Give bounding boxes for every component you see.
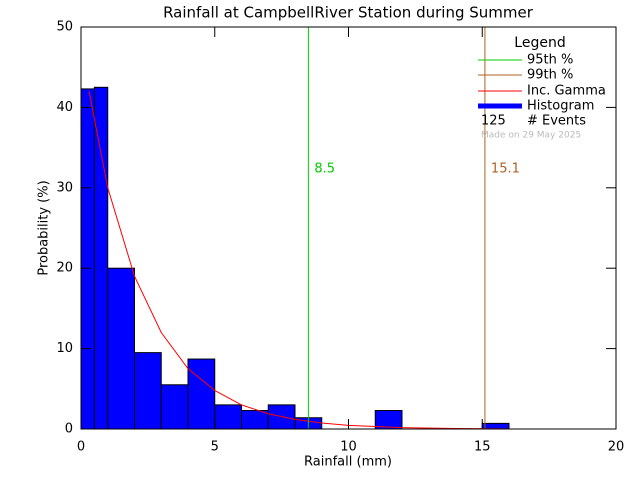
histogram-bar [80, 88, 95, 430]
y-tick-label: 10 [56, 341, 73, 356]
credit-note: Made on 29 May 2025 [481, 131, 581, 141]
y-axis-label: Probability (%) [37, 180, 52, 275]
y-tick-label: 40 [56, 100, 73, 115]
gamma-curve [88, 91, 510, 430]
histogram-bar [160, 384, 189, 430]
histogram-bar [93, 86, 109, 430]
chart-title: Rainfall at CampbellRiver Station during… [163, 4, 534, 22]
x-tick-label: 10 [340, 440, 357, 455]
histogram-bar [214, 404, 242, 430]
legend-title: Legend [514, 35, 565, 51]
x-tick-label: 15 [474, 440, 491, 455]
histogram-bar [481, 422, 510, 430]
histogram-bar [241, 410, 269, 430]
percentile-label: 15.1 [491, 162, 520, 177]
y-tick-label: 30 [56, 180, 73, 195]
percentile-label: 8.5 [314, 162, 335, 177]
legend-label: Histogram [527, 99, 594, 114]
y-tick-label: 20 [56, 261, 73, 276]
histogram-bar [187, 358, 216, 430]
histogram-bar [107, 267, 135, 430]
event-count: 125 [481, 114, 506, 129]
legend-label: 99th % [527, 68, 573, 83]
legend-label: 95th % [527, 53, 573, 68]
x-tick-label: 20 [608, 440, 625, 455]
x-tick-label: 5 [211, 440, 219, 455]
y-tick-label: 0 [65, 422, 73, 437]
x-axis-label: Rainfall (mm) [304, 455, 392, 470]
x-tick-label: 0 [77, 440, 85, 455]
y-tick-label: 50 [56, 20, 73, 35]
histogram-bar [134, 352, 162, 430]
legend-label: # Events [527, 114, 586, 129]
legend-label: Inc. Gamma [527, 84, 606, 99]
